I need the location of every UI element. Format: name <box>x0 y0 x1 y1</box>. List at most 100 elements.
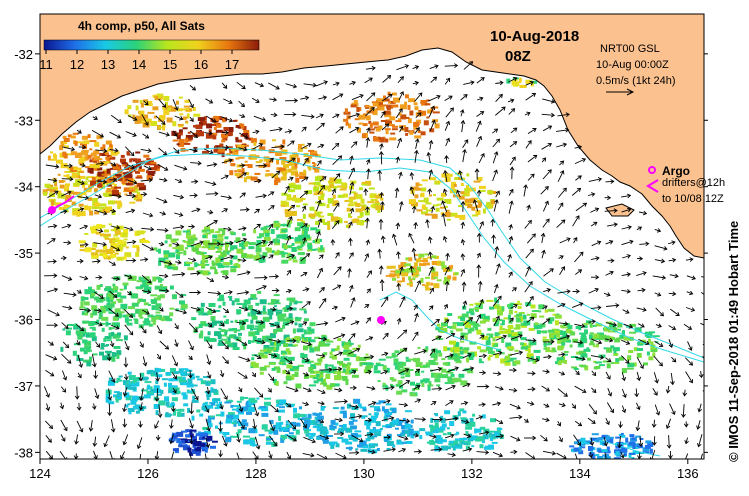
current-arrow <box>255 284 267 291</box>
y-tick-label: -32 <box>14 47 33 62</box>
sst-pixel <box>203 240 210 246</box>
sst-pixel <box>191 415 195 421</box>
current-arrow <box>414 92 423 102</box>
current-arrow <box>205 386 211 395</box>
sst-pixel <box>364 210 370 216</box>
sst-pixel <box>413 262 418 267</box>
current-arrow <box>652 275 667 280</box>
sst-pixel <box>496 333 501 336</box>
sst-pixel <box>107 255 111 260</box>
sst-pixel <box>93 202 100 207</box>
sst-pixel <box>408 369 414 371</box>
sst-pixel <box>132 405 140 409</box>
sst-pixel <box>469 341 477 345</box>
current-arrow <box>158 147 168 156</box>
sst-pixel <box>303 345 308 351</box>
current-arrow <box>463 80 475 86</box>
sst-pixel <box>159 315 163 320</box>
sst-pixel <box>242 133 249 135</box>
sst-pixel <box>243 177 247 183</box>
current-arrow <box>172 387 177 394</box>
sst-pixel <box>244 319 249 322</box>
current-arrow <box>205 437 211 448</box>
sst-pixel <box>179 139 184 143</box>
current-arrow <box>525 80 534 86</box>
sst-pixel <box>298 144 302 149</box>
sst-pixel <box>296 301 303 304</box>
sst-pixel <box>276 239 280 244</box>
sst-pixel <box>195 433 202 437</box>
sst-pixel <box>107 380 115 386</box>
current-arrow <box>638 338 650 346</box>
current-arrow <box>396 64 410 71</box>
sst-pixel <box>557 361 562 366</box>
sst-pixel <box>58 180 64 183</box>
sst-pixel <box>427 256 432 259</box>
current-arrow <box>271 170 281 179</box>
sst-pixel <box>125 395 132 401</box>
current-arrow <box>636 307 647 312</box>
current-arrow <box>174 115 184 121</box>
current-arrow <box>95 179 108 185</box>
current-arrow <box>508 271 513 278</box>
current-arrow <box>414 398 422 403</box>
current-arrow <box>188 370 193 379</box>
current-arrow <box>590 305 602 311</box>
sst-pixel <box>386 441 394 446</box>
sst-pixel <box>297 222 304 227</box>
sst-pixel <box>444 205 448 208</box>
current-arrow <box>188 224 196 229</box>
sst-pixel <box>99 209 105 213</box>
sst-pixel <box>147 111 155 114</box>
sst-pixel <box>242 144 249 147</box>
current-arrow <box>364 253 370 262</box>
sst-pixel <box>389 265 396 269</box>
sst-pixel <box>180 294 187 297</box>
sst-pixel <box>536 330 541 335</box>
current-arrow <box>204 405 210 414</box>
sst-pixel <box>501 306 505 312</box>
current-arrow <box>445 252 450 261</box>
sst-pixel <box>357 403 362 407</box>
sst-pixel <box>79 249 85 252</box>
sst-pixel <box>496 300 500 304</box>
sst-pixel <box>517 305 522 309</box>
sst-pixel <box>477 346 482 350</box>
sst-pixel <box>565 329 571 333</box>
sst-pixel <box>143 154 150 158</box>
sst-pixel <box>134 319 139 324</box>
current-arrow <box>558 436 563 443</box>
sst-pixel <box>226 414 234 420</box>
sst-pixel <box>83 187 88 191</box>
sst-pixel <box>158 95 162 99</box>
sst-pixel <box>154 276 161 280</box>
current-arrow <box>413 384 421 390</box>
sst-pixel <box>111 356 116 362</box>
sst-pixel <box>375 127 381 132</box>
sst-pixel <box>94 211 100 215</box>
sst-pixel <box>242 435 250 438</box>
sst-pixel <box>366 424 371 430</box>
sst-pixel <box>277 309 283 312</box>
sst-pixel <box>148 323 153 327</box>
current-arrow <box>478 402 486 408</box>
sst-pixel <box>373 370 381 374</box>
sst-pixel <box>206 394 210 400</box>
current-arrow <box>494 386 504 391</box>
current-arrow <box>267 205 275 211</box>
sst-pixel <box>643 362 648 366</box>
sst-pixel <box>202 436 206 439</box>
sst-pixel <box>131 167 137 170</box>
current-arrow <box>348 167 356 180</box>
sst-pixel <box>116 256 124 261</box>
current-arrow <box>414 149 419 163</box>
current-arrow <box>701 292 704 297</box>
current-arrow <box>140 257 149 262</box>
sst-pixel <box>452 322 458 325</box>
sst-pixel <box>457 411 461 417</box>
current-arrow <box>698 370 704 379</box>
current-arrow <box>238 226 247 231</box>
sst-pixel <box>84 297 89 300</box>
current-arrow <box>171 451 175 459</box>
sst-pixel <box>232 255 238 260</box>
